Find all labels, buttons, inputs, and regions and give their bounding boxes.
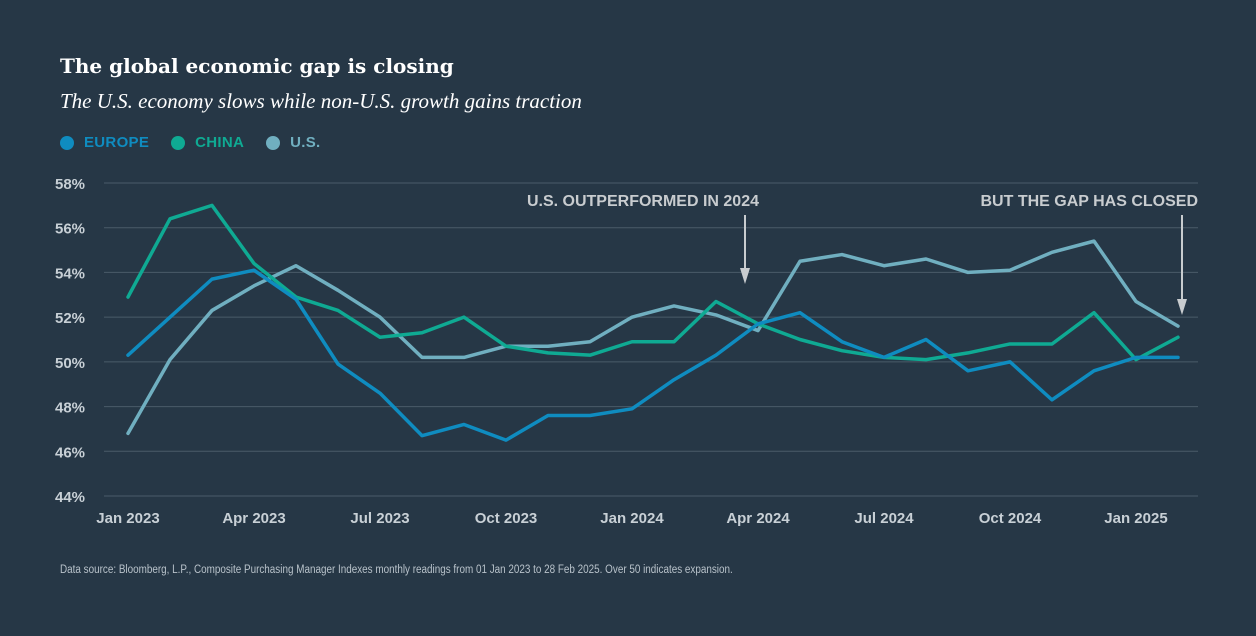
legend-label-europe: EUROPE — [84, 134, 150, 151]
legend-dot-us — [266, 135, 281, 150]
chart-subtitle: The U.S. economy slows while non-U.S. gr… — [60, 89, 582, 113]
y-tick-label: 46% — [55, 444, 85, 461]
series-lines — [126, 203, 1180, 442]
x-tick-label: Jan 2023 — [96, 510, 159, 527]
legend-item-china: CHINA — [171, 134, 244, 151]
arrow-head-icon — [1177, 299, 1187, 315]
legend-dot-europe — [60, 135, 74, 150]
annotation-label: BUT THE GAP HAS CLOSED — [981, 193, 1199, 210]
x-tick-label: Oct 2024 — [979, 510, 1042, 527]
x-tick-label: Jul 2024 — [854, 510, 914, 527]
x-tick-label: Apr 2024 — [726, 510, 790, 527]
annotation-label: U.S. OUTPERFORMED IN 2024 — [527, 193, 759, 210]
x-tick-label: Jan 2025 — [1104, 510, 1167, 527]
y-tick-label: 56% — [55, 221, 85, 238]
x-tick-label: Jan 2024 — [600, 510, 664, 527]
y-tick-label: 58% — [55, 176, 85, 193]
legend-dot-china — [171, 135, 186, 150]
y-tick-label: 44% — [55, 489, 85, 506]
y-axis: 44% 46% 48% 50% 52% 54% 56% 58% — [55, 176, 85, 506]
x-tick-label: Jul 2023 — [350, 510, 409, 527]
series-line-china — [126, 203, 1180, 362]
y-tick-label: 54% — [55, 265, 85, 282]
x-tick-label: Apr 2023 — [222, 510, 285, 527]
series-line-europe — [126, 268, 1180, 442]
y-tick-label: 50% — [55, 355, 85, 372]
x-axis: Jan 2023 Apr 2023 Jul 2023 Oct 2023 Jan 2024… — [96, 510, 1167, 527]
gridlines — [104, 182, 1198, 497]
legend-label-us: U.S. — [290, 134, 321, 151]
y-tick-label: 52% — [55, 310, 85, 327]
footnote: Data source: Bloomberg, L.P., Composite … — [60, 564, 733, 576]
series-line-us — [126, 239, 1180, 436]
annotations: U.S. OUTPERFORMED IN 2024 BUT THE GAP HAS… — [527, 193, 1198, 315]
legend: EUROPE CHINA U.S. — [60, 134, 321, 151]
legend-item-europe: EUROPE — [60, 134, 149, 151]
y-tick-label: 48% — [55, 400, 85, 417]
legend-label-china: CHINA — [195, 134, 245, 151]
legend-item-us: U.S. — [266, 134, 320, 151]
chart-title: The global economic gap is closing — [60, 54, 454, 78]
x-tick-label: Oct 2023 — [475, 510, 538, 527]
arrow-head-icon — [740, 268, 750, 284]
